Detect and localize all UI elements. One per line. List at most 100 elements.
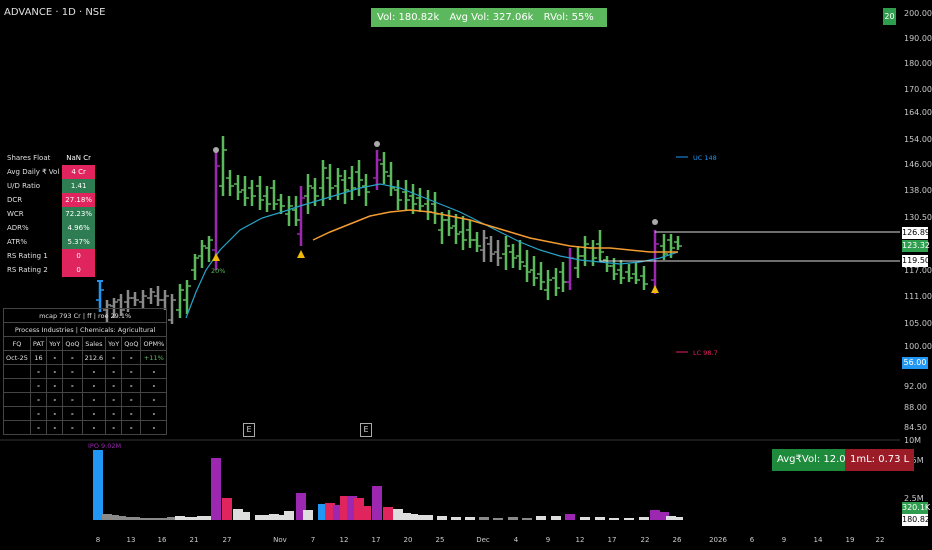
volume-bar xyxy=(361,506,371,520)
stats-row: DCR 27.18% xyxy=(4,193,95,207)
volume-bar xyxy=(109,515,119,520)
volume-bar xyxy=(269,514,279,520)
fund-cell: ∘ xyxy=(121,406,142,421)
time-label: 26 xyxy=(672,536,682,544)
stats-value: 0 xyxy=(62,263,95,277)
fund-cell: ∘ xyxy=(46,406,64,421)
price-label: 190.00 xyxy=(904,34,932,43)
fund-cell: +11% xyxy=(140,350,168,365)
stats-row: ADR% 4.96% xyxy=(4,221,95,235)
volume-bar xyxy=(138,518,148,520)
time-label: 21 xyxy=(189,536,199,544)
bar-count-badge: 20 xyxy=(883,8,896,25)
pivot-dot xyxy=(213,147,219,153)
volume-bar xyxy=(493,518,503,520)
fund-cell: ∘ xyxy=(121,420,142,435)
volume-bar xyxy=(383,507,393,520)
fund-header: YoY xyxy=(105,336,123,351)
stats-label: RS Rating 1 xyxy=(7,252,48,260)
fund-header: QoQ xyxy=(121,336,142,351)
fund-cell: ∘ xyxy=(62,364,83,379)
fund-cell xyxy=(3,392,31,407)
stats-row: Avg Daily ₹ Vol 4 Cr xyxy=(4,165,95,179)
price-label: 130.50 xyxy=(904,213,932,222)
price-label: 88.00 xyxy=(904,403,927,412)
volume-bar xyxy=(354,498,364,520)
price-tag-last: 123.32 xyxy=(902,240,930,252)
price-label: 105.00 xyxy=(904,319,932,328)
price-tag-upper: 126.89 xyxy=(902,227,930,239)
volume-bar xyxy=(182,517,192,520)
fund-cell: 16 xyxy=(29,350,48,365)
lower-circuit-label: LC 98.7 xyxy=(693,349,718,357)
volume-bar xyxy=(175,516,185,520)
fund-cell: ∘ xyxy=(121,378,142,393)
time-label: Dec xyxy=(476,536,490,544)
price-label: 146.00 xyxy=(904,160,932,169)
fund-row: ∘ ∘ ∘ ∘ ∘ ∘ ∘ xyxy=(3,420,168,435)
stats-label: Shares Float xyxy=(7,154,51,162)
stats-value: 4.96% xyxy=(62,221,95,235)
volume-bar xyxy=(276,515,286,520)
volume-bar xyxy=(465,517,475,520)
fund-cell xyxy=(3,364,31,379)
pivot-dot xyxy=(374,141,380,147)
volume-bar xyxy=(580,517,590,520)
vol-text: Vol: 180.82k xyxy=(377,12,440,23)
time-label: 14 xyxy=(813,536,823,544)
stats-label: ATR% xyxy=(7,238,28,246)
fund-cell: Oct-25 xyxy=(3,350,31,365)
volume-bar xyxy=(93,450,103,520)
stats-label: ADR% xyxy=(7,224,29,232)
volume-bar xyxy=(451,517,461,520)
ipo-volume-label: IPO 9.02M xyxy=(88,442,122,450)
volume-bar xyxy=(650,510,660,520)
volume-bar xyxy=(565,514,575,520)
volume-bar xyxy=(423,515,433,520)
volume-bar xyxy=(522,518,532,520)
stats-value: NaN Cr xyxy=(66,154,92,162)
fund-header: PAT xyxy=(29,336,48,351)
fund-cell: ∘ xyxy=(140,364,168,379)
fund-cell: ∘ xyxy=(29,406,48,421)
fund-cell: ∘ xyxy=(140,392,168,407)
fund-cell: ∘ xyxy=(46,378,64,393)
stats-row: WCR 72.23% xyxy=(4,207,95,221)
earnings-marker[interactable]: E xyxy=(243,423,255,437)
price-label: 170.00 xyxy=(904,85,932,94)
time-label: 12 xyxy=(339,536,349,544)
time-label: 17 xyxy=(371,536,381,544)
fund-cell: ∘ xyxy=(140,378,168,393)
time-label: 6 xyxy=(749,536,755,544)
avg-vol-text: Avg Vol: 327.06k xyxy=(449,12,534,23)
fund-cell: ∘ xyxy=(81,406,107,421)
fund-cell: ∘ xyxy=(81,392,107,407)
fund-cell: ∘ xyxy=(81,378,107,393)
price-label: 164.00 xyxy=(904,108,932,117)
volume-bar xyxy=(536,516,546,520)
volume-bar xyxy=(146,518,156,520)
stats-label: Avg Daily ₹ Vol xyxy=(7,168,60,176)
volume-bar xyxy=(340,496,350,520)
vol-axis-label: 2.5M xyxy=(904,494,924,503)
fundamentals-table: mcap 793 Cr | ff | roe 29.1% Process Ind… xyxy=(2,308,168,435)
earnings-marker[interactable]: E xyxy=(360,423,372,437)
volume-bar xyxy=(102,514,112,520)
volume-bar xyxy=(160,518,170,520)
fund-cell xyxy=(3,406,31,421)
price-label: 111.00 xyxy=(904,292,932,301)
time-label: 8 xyxy=(95,536,101,544)
fund-cell: ∘ xyxy=(46,392,64,407)
time-label: 9 xyxy=(781,536,787,544)
time-label: 4 xyxy=(513,536,519,544)
symbol-title[interactable]: ADVANCE · 1D · NSE xyxy=(4,7,106,18)
fund-industry: Process Industries | Chemicals: Agricult… xyxy=(2,322,168,337)
volume-bar xyxy=(673,517,683,520)
volume-bar xyxy=(401,513,411,520)
volume-bar xyxy=(408,514,418,520)
volume-bar xyxy=(415,515,425,520)
stats-value: 4 Cr xyxy=(62,165,95,179)
fund-cell: ∘ xyxy=(81,420,107,435)
price-label: 92.00 xyxy=(904,382,927,391)
